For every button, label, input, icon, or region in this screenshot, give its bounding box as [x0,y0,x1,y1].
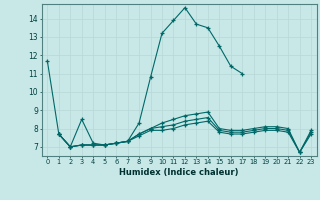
X-axis label: Humidex (Indice chaleur): Humidex (Indice chaleur) [119,168,239,177]
